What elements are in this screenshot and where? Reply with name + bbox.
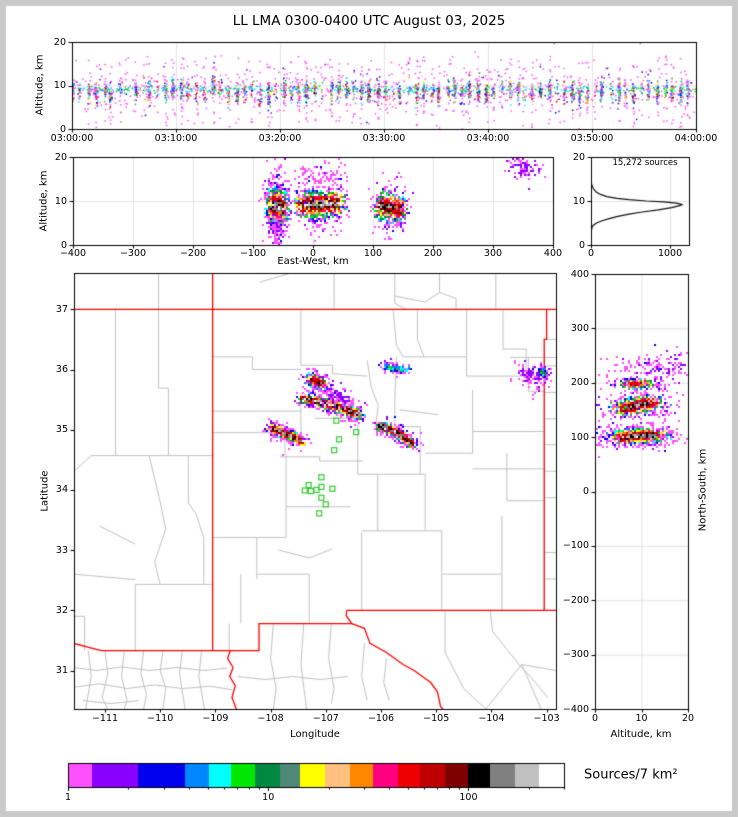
plot-canvas	[0, 0, 738, 817]
lma-figure: LL LMA 0300-0400 UTC August 03, 2025 Alt…	[0, 0, 738, 817]
